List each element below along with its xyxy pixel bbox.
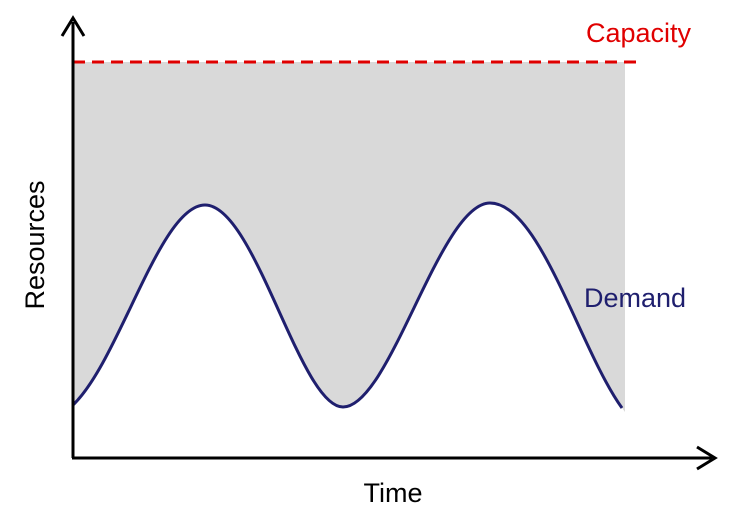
- capacity-label: Capacity: [586, 18, 692, 48]
- demand-label: Demand: [584, 283, 686, 313]
- x-axis-arrow: [696, 445, 718, 471]
- demand-curve: [71, 201, 624, 409]
- y-axis-label: Resources: [20, 180, 50, 309]
- x-axis-label: Time: [364, 478, 423, 508]
- below-demand: [73, 203, 625, 458]
- y-axis-arrow: [60, 15, 86, 37]
